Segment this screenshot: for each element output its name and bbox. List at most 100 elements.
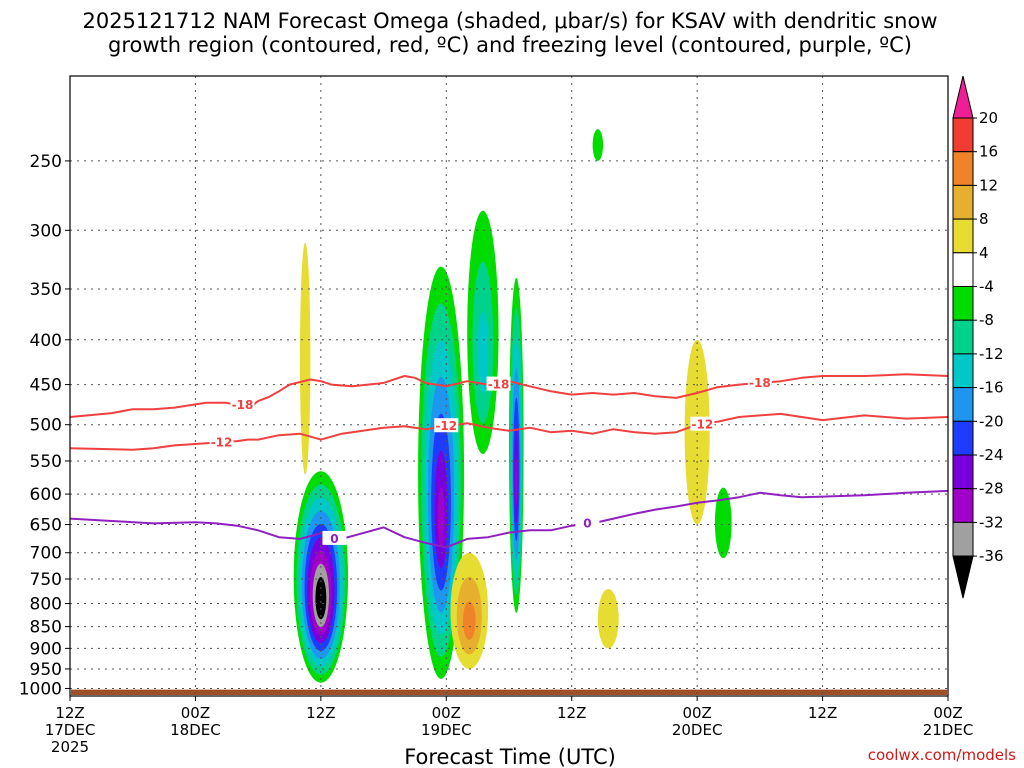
- colorbar-under-triangle: [952, 555, 974, 599]
- dgz-minus12-contour-label-0: -12: [211, 436, 233, 450]
- colorbar-bin-10: [952, 454, 974, 490]
- colorbar-bin-12: [952, 521, 974, 557]
- colorbar-bin-3: [952, 218, 974, 254]
- plot-area: -18 -18 -18 -12 -12 -12 0 0: [69, 75, 949, 697]
- dgz-minus18-contour-label-bg-1: [486, 376, 511, 391]
- omega-feature-ascent-19dec-22z: [714, 487, 732, 559]
- colorbar-bin-6: [952, 319, 974, 355]
- omega-shell-3-2: [477, 312, 489, 394]
- colorbar-label-8: -16: [979, 379, 1004, 397]
- x-tick-label-3-0: 00Z: [432, 704, 461, 722]
- y-tick-label-950: 950: [30, 660, 62, 680]
- x-tick-label-7-1: 21DEC: [923, 721, 974, 739]
- colorbar-bin-7: [952, 353, 974, 389]
- colorbar-label-11: -28: [979, 480, 1004, 498]
- y-tick-label-750: 750: [30, 570, 62, 590]
- x-tick-label-7-0: 00Z: [933, 704, 962, 722]
- dgz-minus12-contour-label-bg-0: [209, 434, 234, 449]
- omega-feature-descent-19dec-16z: [597, 589, 619, 649]
- freezing-level-contour-label-bg-1: [575, 515, 600, 530]
- omega-feature-ascent-band-19dec-00z: [418, 266, 465, 679]
- dgz-minus12-contour-label-bg-1: [434, 418, 459, 433]
- colorbar-over-triangle: [952, 75, 974, 119]
- y-tick-label-650: 650: [30, 516, 62, 536]
- x-tick-label-3-1: 19DEC: [421, 721, 472, 739]
- dgz-minus12-contour-label-bg-2: [690, 416, 715, 431]
- colorbar-bin-8: [952, 387, 974, 422]
- ground-layer: [71, 689, 947, 695]
- colorbar-label-9: -20: [979, 412, 1004, 430]
- colorbar-bin-4: [952, 252, 974, 288]
- x-tick-label-2-0: 12Z: [306, 704, 335, 722]
- y-axis: 2503003504004505005506006507007508008509…: [19, 152, 70, 699]
- contour-layer: -18 -18 -18 -12 -12 -12 0 0: [69, 373, 949, 549]
- omega-feature-ascent-upper-19dec-04z: [467, 210, 499, 454]
- omega-shell-5-0: [299, 242, 311, 475]
- y-tick-label-800: 800: [30, 595, 62, 615]
- dgz-minus12-contour-label-2: -12: [692, 418, 714, 432]
- omega-shell-6-0: [684, 339, 710, 525]
- colorbar-label-7: -12: [979, 345, 1004, 363]
- x-tick-label-0-1: 17DEC: [45, 721, 96, 739]
- x-tick-label-6-0: 12Z: [808, 704, 837, 722]
- y-tick-label-900: 900: [30, 639, 62, 659]
- omega-feature-ascent-19dec-13z: [592, 129, 604, 161]
- dgz-minus18-contour-label-2: -18: [749, 376, 771, 390]
- y-tick-label-600: 600: [30, 485, 62, 505]
- colorbar-bin-5: [952, 286, 974, 321]
- colorbar-label-4: 4: [979, 244, 989, 262]
- chart-title-line2: growth region (contoured, red, ºC) and f…: [108, 33, 912, 57]
- dgz-minus12-contour-line: [69, 412, 949, 451]
- dgz-minus18-contour-label-bg-2: [747, 374, 772, 389]
- x-tick-label-1-0: 00Z: [181, 704, 210, 722]
- omega-shell-2-6: [515, 457, 518, 506]
- dgz-minus18-contour-label-bg-0: [230, 397, 255, 412]
- x-tick-label-4-0: 12Z: [557, 704, 586, 722]
- omega-shading-layer: [293, 129, 732, 683]
- dgz-minus18-contour-label-0: -18: [232, 398, 254, 412]
- omega-feature-descent-upper-18dec-11z: [299, 242, 311, 475]
- y-tick-label-1000: 1000: [19, 679, 62, 699]
- colorbar-label-12: -32: [979, 513, 1004, 531]
- dgz-minus18-contour-label-1: -18: [488, 378, 510, 392]
- x-tick-label-5-1: 20DEC: [672, 721, 723, 739]
- colorbar-label-13: -36: [979, 547, 1004, 565]
- colorbar: 20 16 12 8 4 -4 -8 -12 -16 -20 -24 -28 -32 -36: [952, 75, 1004, 599]
- colorbar-label-10: -24: [979, 446, 1004, 464]
- colorbar-label-1: 16: [979, 143, 998, 161]
- colorbar-bin-2: [952, 184, 974, 220]
- dgz-minus12-contour-label-1: -12: [435, 419, 457, 433]
- x-tick-label-5-0: 00Z: [682, 704, 711, 722]
- omega-shell-8-0: [714, 487, 732, 559]
- ground-surface: [71, 689, 947, 695]
- x-tick-label-0-0: 12Z: [55, 704, 84, 722]
- colorbar-bin-9: [952, 420, 974, 456]
- chart-title-line1: 2025121712 NAM Forecast Omega (shaded, μ…: [82, 9, 937, 33]
- y-tick-label-450: 450: [30, 376, 62, 396]
- colorbar-bin-1: [952, 151, 974, 186]
- y-tick-label-250: 250: [30, 152, 62, 172]
- omega-shell-0-9: [318, 590, 324, 612]
- x-axis-label: Forecast Time (UTC): [404, 745, 616, 768]
- y-tick-label-350: 350: [30, 280, 62, 300]
- freezing-level-contour-label-0: 0: [330, 532, 338, 546]
- plot-frame: [69, 75, 949, 697]
- omega-feature-narrow-ascent-19dec-07z: [508, 277, 524, 613]
- colorbar-label-5: -4: [979, 278, 994, 296]
- y-tick-label-300: 300: [30, 221, 62, 241]
- colorbar-label-6: -8: [979, 311, 994, 329]
- omega-feature-descent-20dec-00z: [684, 339, 710, 525]
- colorbar-label-2: 12: [979, 176, 998, 194]
- colorbar-bin-0: [952, 117, 974, 153]
- x-tick-label-1-1: 18DEC: [170, 721, 221, 739]
- freezing-level-contour-label-1: 0: [583, 516, 591, 530]
- y-tick-label-850: 850: [30, 618, 62, 638]
- x-tick-label-0-2: 2025: [51, 738, 89, 756]
- omega-feature-descent-19dec-03z: [450, 552, 489, 669]
- freezing-level-contour-line: [69, 489, 949, 549]
- omega-shell-4-2: [463, 601, 476, 640]
- credit-text: coolwx.com/models: [868, 746, 1016, 764]
- colorbar-bin-11: [952, 488, 974, 523]
